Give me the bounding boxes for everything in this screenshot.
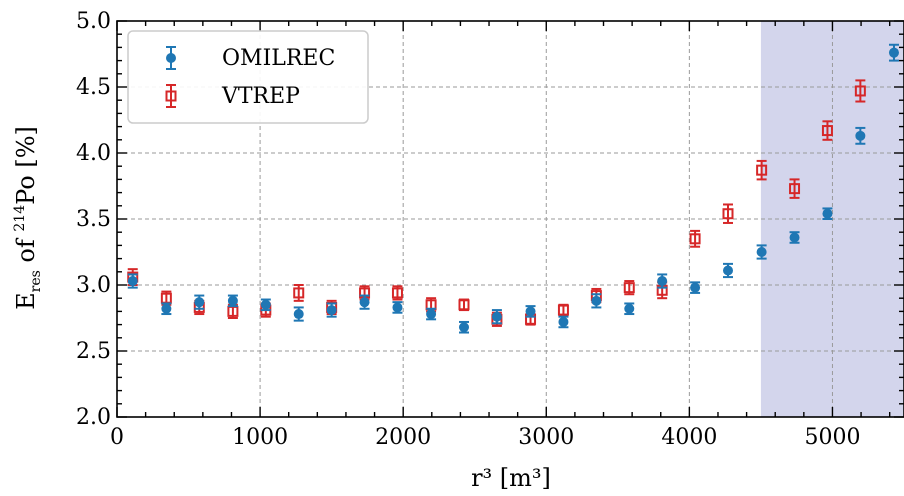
- omilrec-point: [127, 276, 138, 287]
- vtrep-point: [821, 125, 833, 137]
- omilrec-point: [690, 282, 701, 293]
- y-tick-label: 3.5: [76, 207, 111, 232]
- legend-box: [127, 30, 369, 124]
- legend-label-vtrep: VTREP: [221, 84, 300, 109]
- omilrec-point: [491, 311, 502, 322]
- vtrep-point: [854, 85, 866, 97]
- omilrec-point: [722, 265, 733, 276]
- vtrep-point: [689, 233, 701, 245]
- vtrep-point: [789, 183, 801, 195]
- omilrec-point: [789, 232, 800, 243]
- vtrep-point: [557, 304, 569, 316]
- omilrec-point: [359, 297, 370, 308]
- y-tick-label: 3.0: [76, 273, 111, 298]
- y-tick-label: 2.0: [76, 405, 111, 430]
- omilrec-point: [624, 303, 635, 314]
- x-tick-label: 2000: [375, 425, 431, 450]
- x-tick-label: 5000: [804, 425, 860, 450]
- tick-labels: 0 1000 2000 3000 4000 5000 2.0 2.5 3.0 3.5 4.0 4.5 5…: [76, 9, 860, 450]
- omilrec-point: [326, 305, 337, 316]
- x-axis-label: r³ [m³]: [471, 464, 551, 492]
- omilrec-point: [888, 47, 899, 58]
- data-markers: [127, 43, 899, 334]
- omilrec-point: [161, 303, 172, 314]
- x-tick-label: 4000: [661, 425, 717, 450]
- omilrec-point: [591, 295, 602, 306]
- omilrec-point: [227, 295, 238, 306]
- grid: [117, 21, 904, 417]
- omilrec-point: [657, 276, 668, 287]
- series-omilrec: [127, 43, 899, 334]
- legend-marker-vtrep: [165, 84, 177, 108]
- legend: OMILREC VTREP: [127, 30, 369, 124]
- legend-vtrep-symbol: [165, 90, 177, 102]
- omilrec-point: [260, 299, 271, 310]
- y-axis-label: Eres of 214Po [%]: [12, 126, 44, 310]
- omilrec-point: [293, 309, 304, 320]
- vtrep-point: [722, 208, 734, 220]
- omilrec-point: [426, 309, 437, 320]
- omilrec-point: [458, 322, 469, 333]
- omilrec-point: [392, 302, 403, 313]
- legend-marker-omilrec: [166, 46, 176, 70]
- y-tick-label: 4.0: [76, 141, 111, 166]
- x-tick-label: 1000: [232, 425, 288, 450]
- omilrec-point: [822, 208, 833, 219]
- x-tick-label: 3000: [518, 425, 574, 450]
- vtrep-point: [756, 164, 768, 176]
- vtrep-point: [293, 287, 305, 299]
- x-tick-label: 0: [110, 425, 124, 450]
- omilrec-point: [855, 130, 866, 141]
- vtrep-point: [458, 299, 470, 311]
- vtrep-point: [623, 282, 635, 294]
- legend-label-omilrec: OMILREC: [222, 46, 335, 71]
- legend-omilrec-symbol: [166, 53, 176, 63]
- omilrec-point: [558, 316, 569, 327]
- y-tick-label: 2.5: [76, 339, 111, 364]
- omilrec-point: [756, 247, 767, 257]
- y-tick-label: 4.5: [76, 75, 111, 100]
- vtrep-point: [391, 287, 403, 299]
- omilrec-point: [194, 297, 205, 308]
- omilrec-point: [525, 306, 536, 317]
- y-tick-label: 5.0: [76, 9, 111, 34]
- plot-frame: [116, 20, 904, 418]
